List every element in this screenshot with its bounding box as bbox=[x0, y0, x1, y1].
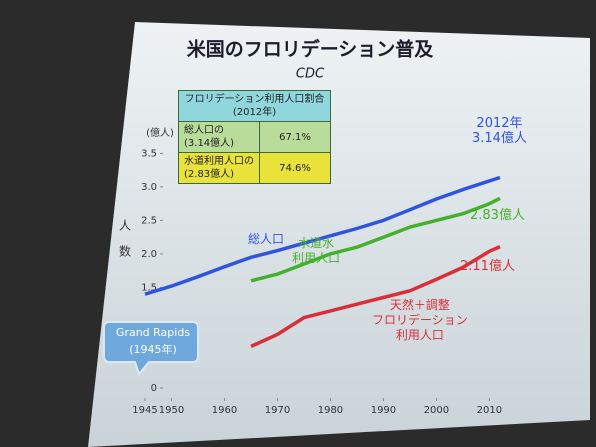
callout-box bbox=[103, 321, 199, 377]
row-label: 総人口の (3.14億人) bbox=[178, 121, 260, 153]
value-label: 2.11億人 bbox=[460, 258, 515, 274]
chart-title: 米国のフロリデーション普及 bbox=[187, 38, 435, 61]
value-label: 2012年 3.14億人 bbox=[472, 115, 527, 146]
row-title: 総人口の bbox=[184, 125, 224, 136]
series-line bbox=[144, 175, 501, 296]
chart-subtitle: CDC bbox=[296, 67, 325, 82]
row-sub: (2.83億人) bbox=[184, 169, 235, 180]
x-tick-label: 1960 bbox=[212, 405, 237, 416]
series-label: 天然＋調整 フロリデーション 利用人口 bbox=[372, 298, 468, 342]
table-header: フロリデーション利用人口割合 (2012年) bbox=[178, 90, 331, 122]
y-tick-label: 2.5 bbox=[141, 215, 157, 226]
row-share: 67.1% bbox=[259, 121, 331, 153]
y-tick-label: 1.5 bbox=[141, 282, 157, 293]
y-axis-label: 人数 bbox=[118, 219, 132, 271]
x-tick-label: 2010 bbox=[477, 405, 502, 416]
row-share: 74.6% bbox=[259, 152, 331, 184]
x-tick-label: 1970 bbox=[265, 405, 290, 416]
series-line bbox=[250, 245, 501, 348]
y-tick-label: 3.5 bbox=[141, 148, 157, 159]
callout-text: Grand Rapids bbox=[116, 326, 190, 339]
row-title: 水道利用人口の bbox=[184, 156, 254, 167]
x-tick-label: 1945 bbox=[132, 405, 157, 416]
x-tick-label: 2000 bbox=[424, 405, 449, 416]
series-line bbox=[250, 196, 501, 283]
y-unit: (億人) bbox=[146, 126, 174, 139]
callout-text: (1945年) bbox=[129, 342, 177, 356]
row-label: 水道利用人口の (2.83億人) bbox=[178, 152, 260, 184]
value-label: 2.83億人 bbox=[470, 208, 525, 224]
x-tick-label: 1980 bbox=[318, 405, 343, 416]
series-label: 総人口 bbox=[248, 232, 285, 246]
y-tick-label: 3.0 bbox=[141, 182, 157, 193]
y-tick-label: 0 bbox=[151, 383, 157, 394]
row-sub: (3.14億人) bbox=[184, 138, 235, 149]
share-table: フロリデーション利用人口割合 (2012年) 総人口の (3.14億人) 67.1% … bbox=[178, 90, 331, 184]
x-tick-label: 1990 bbox=[371, 405, 396, 416]
callout: Grand Rapids (1945年) bbox=[103, 321, 199, 377]
x-tick-label: 1950 bbox=[159, 405, 184, 416]
table-title: フロリデーション利用人口割合 bbox=[184, 94, 325, 105]
series-label: 水道水 利用人口 bbox=[292, 236, 341, 265]
y-tick-label: 2.0 bbox=[141, 249, 157, 260]
table-subtitle: (2012年) bbox=[232, 107, 277, 118]
